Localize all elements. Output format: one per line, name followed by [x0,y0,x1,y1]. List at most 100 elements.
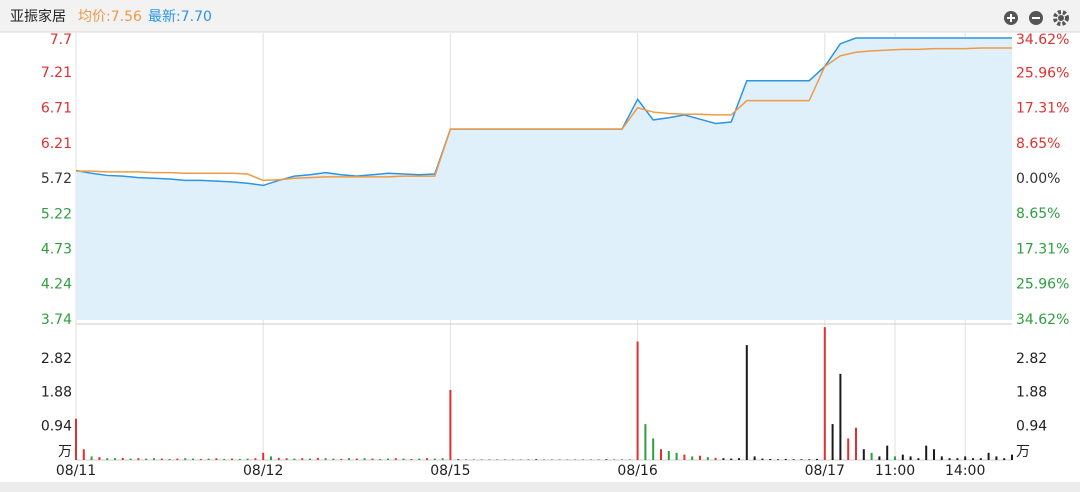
volume-bar [745,345,748,460]
volume-bar [675,452,678,460]
volume-bar [1011,454,1013,460]
volume-bar [145,458,148,460]
x-tick-label: 14:00 [945,463,985,479]
volume-bar [153,458,155,460]
volume-bar [777,459,779,460]
zoom-out-button[interactable] [1029,11,1043,25]
volume-tick-label-right: 0.94 [1016,418,1047,434]
volume-bar [660,449,662,460]
x-tick-label: 08/12 [243,463,283,479]
volume-bar [246,458,249,460]
price-area [76,38,1012,320]
volume-bar [402,458,405,460]
volume-bar [231,458,233,460]
volume-bar [309,458,311,460]
volume-bar [449,389,452,460]
y-tick-label: 4.73 [41,242,72,258]
volume-bar [394,458,397,460]
y-tick-label: 5.22 [41,207,72,223]
volume-bar [722,458,725,460]
volume-bar [909,456,912,460]
volume-tick-label-right: 2.82 [1016,351,1047,367]
settings-button[interactable] [1053,10,1069,26]
volume-bar [769,458,772,460]
volume-bar [238,458,241,460]
volume-bar [706,457,709,460]
volume-bar [426,458,428,460]
y2-tick-label: 0.00% [1016,171,1060,187]
y2-tick-label: 34.62% [1016,32,1069,48]
footer-bar [0,482,1080,492]
y2-tick-label: 8.65% [1016,136,1060,152]
volume-bar [738,458,740,460]
volume-bar [870,452,873,460]
volume-bar [277,457,280,460]
latest-price: 最新:7.70 [148,9,212,25]
y2-tick-label: 25.96% [1016,277,1069,293]
volume-bar [363,458,366,460]
volume-bar [800,459,803,460]
y-tick-label: 3.74 [41,312,72,328]
volume-bar [82,449,85,460]
volume-bar [199,458,202,460]
volume-bar [894,456,896,460]
volume-bar [207,458,210,460]
volume-bar [262,452,265,460]
volume-bar [176,458,179,460]
avg-price: 均价:7.56 [78,9,142,25]
volume-bar [878,456,881,460]
volume-bar [964,456,967,460]
volume-bar [254,458,257,460]
volume-bar [933,449,935,460]
volume-bar [761,458,764,460]
volume-bar [667,451,670,460]
volume-bar [137,458,140,460]
y2-tick-label: 17.31% [1016,242,1069,258]
volume-bar [979,458,982,460]
volume-bar [808,459,811,460]
volume-bar [168,458,171,460]
volume-bar [355,458,358,460]
volume-bar [862,449,865,460]
x-tick-label: 08/17 [805,463,845,479]
volume-bar [995,456,998,460]
volume-bar [285,458,288,460]
volume-bar [714,457,717,460]
volume-bar [691,456,694,460]
volume-bar [683,454,686,460]
volume-bar [90,456,93,460]
volume-bar [956,458,959,460]
volume-tick-label: 1.88 [41,385,72,401]
volume-bar [184,458,187,460]
volume-bar [324,458,327,460]
volume-bar [987,452,990,460]
volume-bar [753,456,756,460]
volume-bar [340,458,343,460]
volume-bar [784,458,787,460]
volume-bar [129,458,132,460]
volume-bar [192,458,194,460]
volume-bar [831,424,834,460]
volume-bar [652,438,655,460]
volume-bar [98,457,101,460]
volume-bar [644,424,647,460]
volume-bar [160,458,163,460]
volume-bar [270,456,272,460]
zoom-in-button[interactable] [1004,11,1018,25]
y-tick-label: 6.71 [41,101,72,117]
volume-bar [387,458,389,460]
volume-bar [792,459,795,460]
volume-bar [215,458,218,460]
volume-bar [699,455,701,460]
volume-bar [293,458,296,460]
volume-bar [886,445,889,460]
volume-bar [121,457,124,460]
volume-bar [917,458,920,460]
volume-tick-label-right: 1.88 [1016,385,1047,401]
volume-bar [418,458,421,460]
volume-bar [925,445,928,460]
volume-bar [823,327,826,460]
volume-bar [948,458,951,460]
header-bar [0,0,1080,32]
